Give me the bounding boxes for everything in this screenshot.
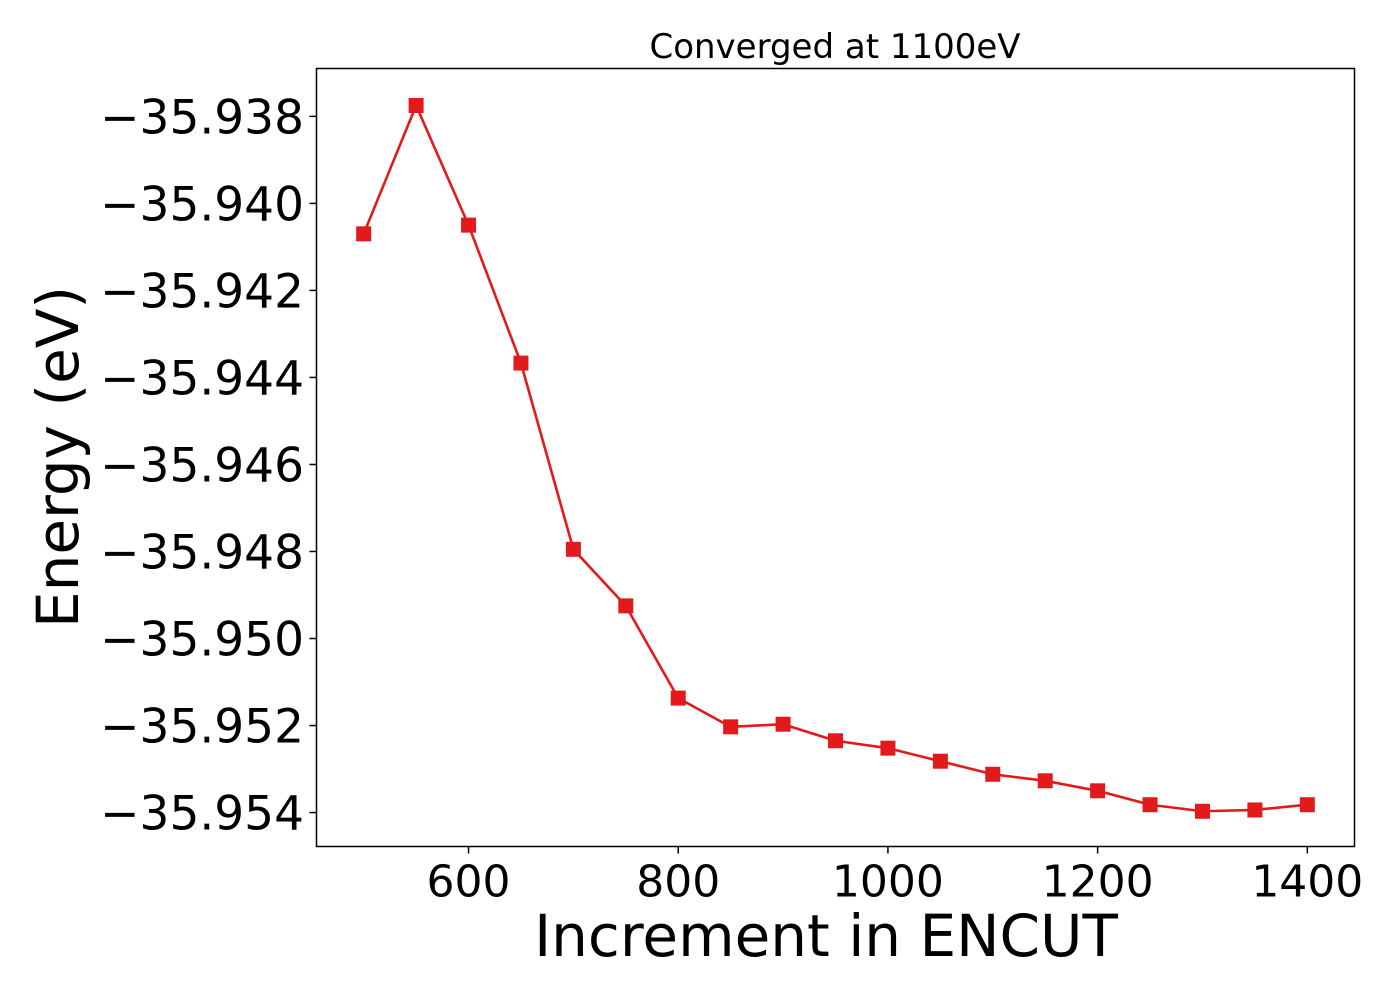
y-tick-label: −35.940 (100, 177, 304, 232)
y-tick-label: −35.944 (100, 351, 304, 406)
data-point (1299, 797, 1315, 813)
x-axis: 600 800 1000 1200 1400 (427, 846, 1363, 908)
data-point (356, 226, 372, 242)
x-tick-label: 1200 (1042, 857, 1154, 908)
chart-title: Converged at 1100eV (649, 27, 1020, 67)
data-point (1142, 797, 1158, 813)
plot-frame (315, 67, 1356, 848)
data-point (828, 733, 843, 749)
data-point (1037, 773, 1053, 789)
data-point (1194, 803, 1210, 819)
plot-area (356, 97, 1315, 819)
x-tick-label: 1000 (832, 857, 944, 908)
y-tick-label: −35.952 (100, 700, 304, 755)
data-point (723, 719, 739, 735)
x-tick-label: 600 (427, 857, 511, 908)
data-point (1090, 783, 1106, 799)
x-axis-label: Increment in ENCUT (534, 902, 1118, 970)
x-tick-label: 1400 (1251, 857, 1363, 908)
y-axis-label: Energy (eV) (24, 286, 92, 628)
data-point (618, 598, 634, 614)
data-point (461, 217, 477, 233)
data-point (670, 690, 686, 706)
x-tick-label: 800 (636, 857, 720, 908)
data-point (1247, 802, 1263, 818)
y-tick-label: −35.948 (100, 525, 304, 580)
data-point (565, 541, 581, 557)
y-tick-label: −35.954 (100, 787, 304, 842)
data-point (932, 753, 948, 769)
y-tick-label: −35.950 (100, 613, 304, 668)
data-point (513, 355, 529, 371)
data-point (408, 97, 424, 113)
y-tick-label: −35.938 (100, 90, 304, 145)
data-point (985, 766, 1001, 782)
data-point (775, 716, 791, 732)
data-point (880, 740, 896, 756)
y-axis: −35.938 −35.940 −35.942 −35.944 −35.946 −35.9… (100, 90, 317, 842)
y-tick-label: −35.946 (100, 438, 304, 493)
y-tick-label: −35.942 (100, 264, 304, 319)
